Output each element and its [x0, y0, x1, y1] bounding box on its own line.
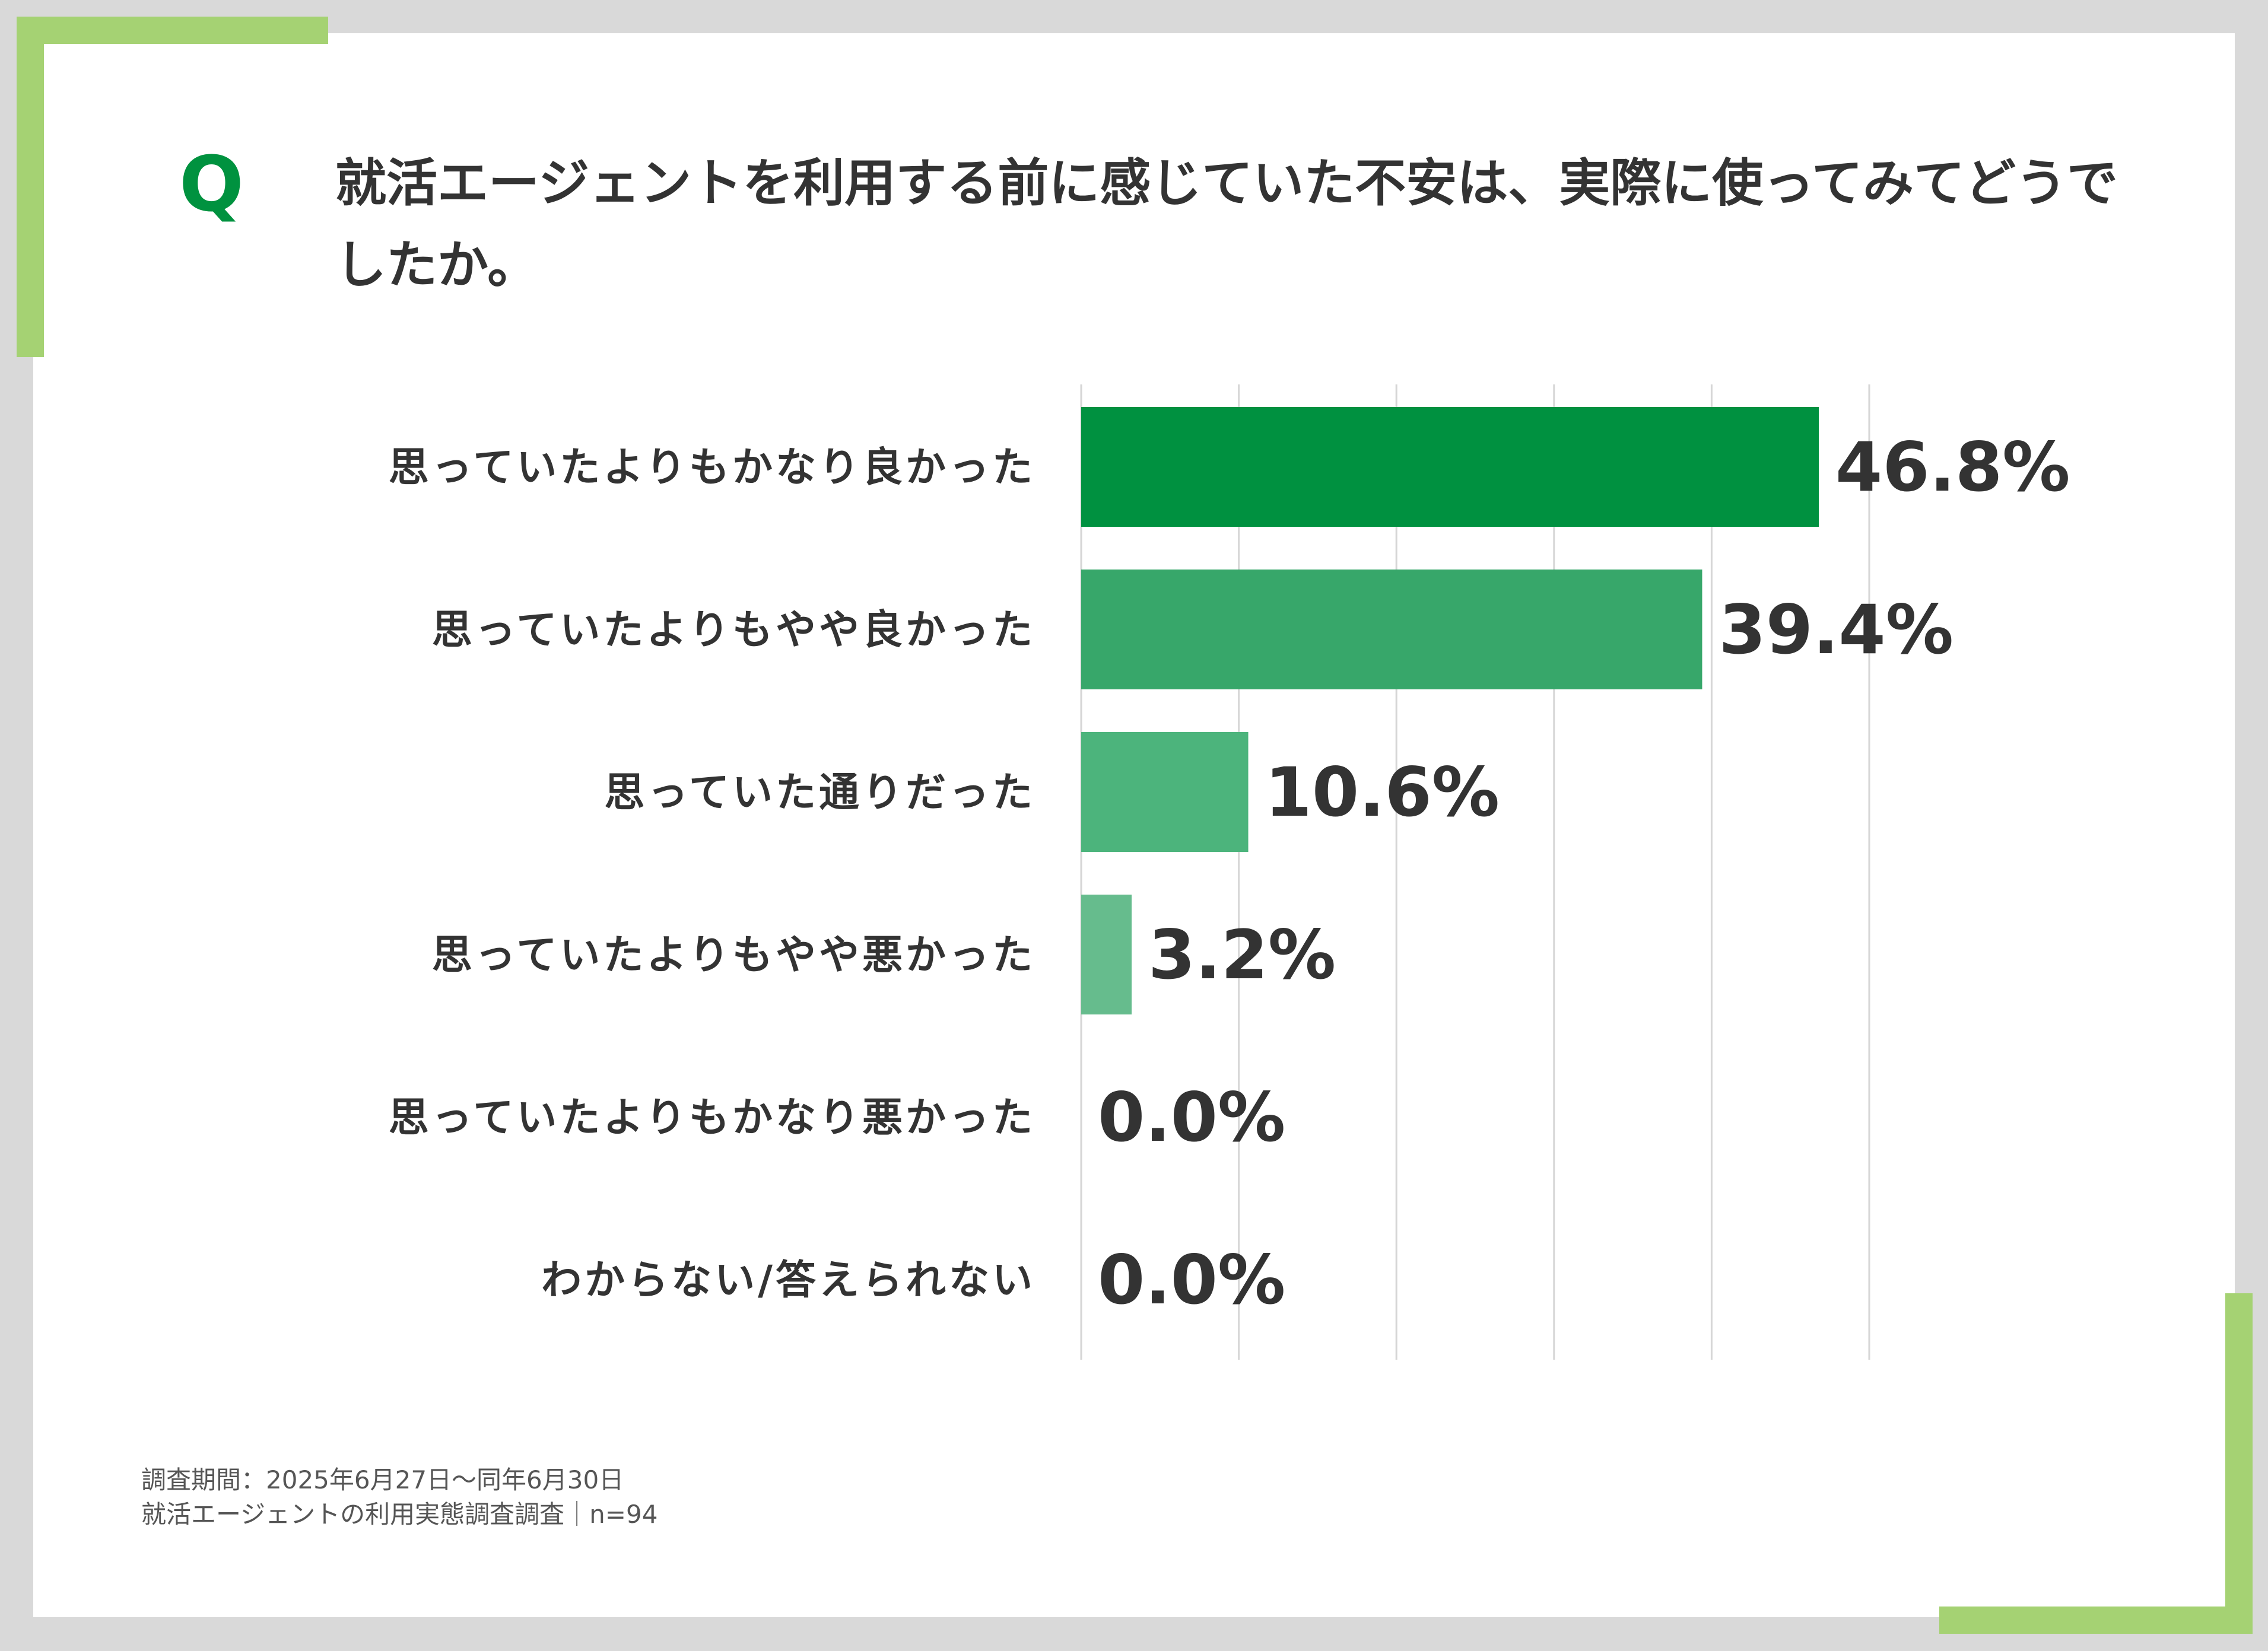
bar	[1081, 732, 1249, 852]
value-label: 0.0%	[1098, 1078, 1285, 1157]
category-label: 思っていたよりもかなり悪かった	[389, 1095, 1035, 1141]
bar	[1081, 895, 1132, 1014]
survey-source: 就活エージェントの利用実態調査調査｜n=94	[141, 1500, 658, 1529]
survey-period: 調査期間：2025年6月27日〜同年6月30日	[141, 1465, 624, 1494]
value-label: 3.2%	[1148, 915, 1336, 994]
value-label: 0.0%	[1098, 1240, 1285, 1319]
question-title: 就活エージェントを利用する前に感じていた不安は、実際に使ってみてどうでしたか。	[335, 154, 2118, 295]
survey-footer: 調査期間：2025年6月27日〜同年6月30日 就活エージェントの利用実態調査調…	[141, 1463, 657, 1532]
question-mark-label: Q	[179, 141, 244, 229]
category-label: 思っていたよりもやや悪かった	[432, 932, 1035, 979]
chart-gridlines	[1080, 384, 1870, 1360]
chart-bars	[1081, 407, 1819, 1014]
corner-accent-bottom-right-vertical	[2225, 1293, 2253, 1634]
value-label: 39.4%	[1719, 590, 1953, 669]
value-label: 46.8%	[1835, 428, 2070, 507]
category-label: 思っていた通りだった	[604, 769, 1035, 816]
value-label: 10.6%	[1265, 753, 1500, 832]
chart-labels: 思っていたよりもかなり良かった 46.8% 思っていたよりもやや良かった 39.4% 思…	[389, 428, 2070, 1319]
bar	[1081, 570, 1702, 689]
bar	[1081, 407, 1819, 527]
corner-accent-bottom-right	[1939, 1607, 2253, 1634]
corner-accent-top-left-vertical	[17, 17, 44, 357]
corner-accent-top-left	[17, 17, 328, 44]
category-label: わからない/答えられない	[541, 1257, 1035, 1304]
category-label: 思っていたよりもかなり良かった	[389, 444, 1035, 491]
category-label: 思っていたよりもやや良かった	[432, 607, 1035, 654]
